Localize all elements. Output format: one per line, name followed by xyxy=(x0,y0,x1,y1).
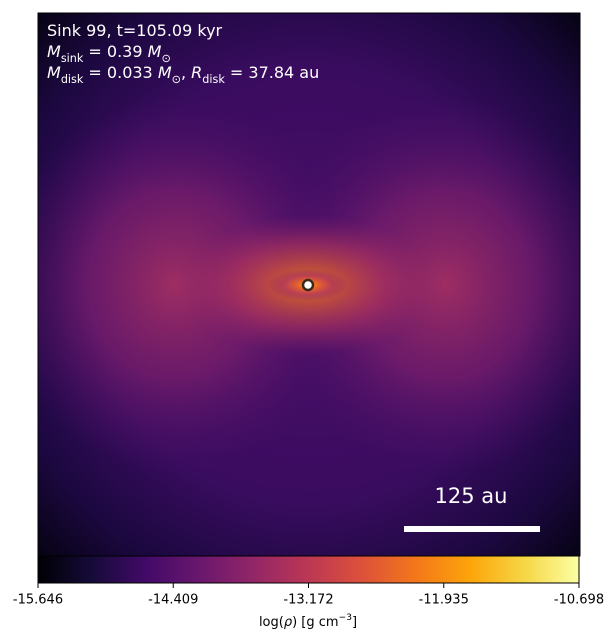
sink-marker xyxy=(301,278,315,292)
text-segment: ⊙ xyxy=(161,52,170,65)
text-segment: , xyxy=(181,63,191,82)
density-map xyxy=(38,13,580,556)
text-segment: M xyxy=(47,42,61,61)
colorbar xyxy=(37,555,580,584)
annotation: Msink = 0.39 M⊙ xyxy=(47,42,171,65)
text-segment: Sink 99, t=105.09 kyr xyxy=(47,21,223,40)
text-segment: sink xyxy=(61,52,84,65)
text-segment: −3 xyxy=(339,613,353,623)
text-segment: R xyxy=(191,63,202,82)
tick-label: -15.646 xyxy=(13,593,63,608)
annotation: Sink 99, t=105.09 kyr xyxy=(47,21,223,40)
tick-label: -14.409 xyxy=(148,593,198,608)
annotation: Mdisk = 0.033 M⊙, Rdisk = 37.84 au xyxy=(47,63,319,86)
text-segment: M xyxy=(47,63,61,82)
text-segment: M xyxy=(158,63,172,82)
colorbar-ticks: -15.646 -14.409 -13.172 -11.935 -10.698 xyxy=(13,583,604,608)
scale-bar-label: 125 au xyxy=(435,484,508,508)
colorbar-label: log(ρ) [g cm−3] xyxy=(259,613,357,630)
text-segment: ρ xyxy=(284,615,293,630)
text-segment: ⊙ xyxy=(172,73,181,86)
text-segment: ] xyxy=(352,615,357,630)
tick-label: -10.698 xyxy=(554,593,604,608)
text-segment: ) [g cm xyxy=(292,615,338,630)
text-segment: = 0.39 xyxy=(83,42,147,61)
text-segment: M xyxy=(148,42,162,61)
text-segment: log( xyxy=(259,615,284,630)
text-segment: = 37.84 au xyxy=(225,63,319,82)
text-segment: disk xyxy=(202,73,225,86)
text-segment: = 0.033 xyxy=(83,63,157,82)
text-segment: disk xyxy=(61,73,84,86)
tick-label: -13.172 xyxy=(283,593,333,608)
tick-label: -11.935 xyxy=(419,593,469,608)
